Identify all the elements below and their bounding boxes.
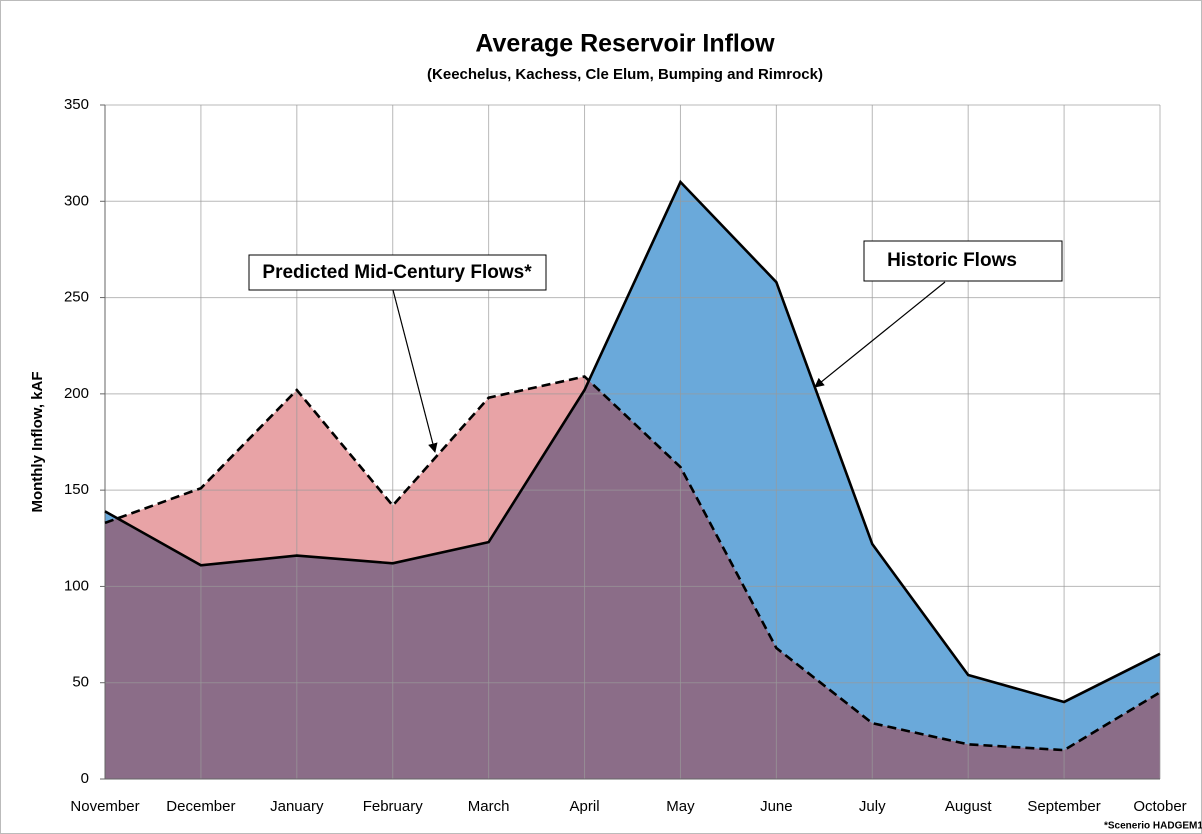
series-line [104,179,1161,704]
y-tick-label: 150 [64,481,89,498]
y-tick-label: 250 [64,289,89,306]
chart-subtitle: (Keechelus, Kachess, Cle Elum, Bumping a… [427,66,823,83]
x-tick-label: March [468,798,510,815]
y-axis-label: Monthly Inflow, kAF [29,371,46,512]
annotation-arrow [392,289,438,453]
x-tick-label: November [70,798,139,815]
legend-label: Predicted Mid-Century Flows* [262,262,532,283]
annotation-arrow [814,281,946,388]
x-tick-label: January [270,798,324,815]
legend-label: Historic Flows [887,250,1017,271]
footnote: *Scenerio HADGEM1 [1104,821,1202,832]
x-tick-label: July [859,798,886,815]
chart-title: Average Reservoir Inflow [475,30,775,58]
series-line [104,375,1161,752]
y-tick-label: 300 [64,192,89,209]
x-tick-label: April [570,798,600,815]
x-tick-label: August [945,798,993,815]
x-tick-label: October [1133,798,1186,815]
annotations: Predicted Mid-Century Flows* Historic Fl… [248,240,1063,453]
y-tick-label: 50 [72,674,89,691]
x-tick-label: May [666,798,695,815]
x-tick-label: June [760,798,793,815]
x-tick-label: February [363,798,424,815]
y-tick-label: 100 [64,577,89,594]
y-tick-label: 350 [64,96,89,113]
annotation-box [248,254,547,291]
y-tick-label: 200 [64,385,89,402]
x-tick-label: September [1027,798,1100,815]
x-tick-label: December [166,798,235,815]
plot-area [104,104,1161,780]
annotation-box [863,240,1063,282]
y-tick-label: 0 [81,770,89,787]
